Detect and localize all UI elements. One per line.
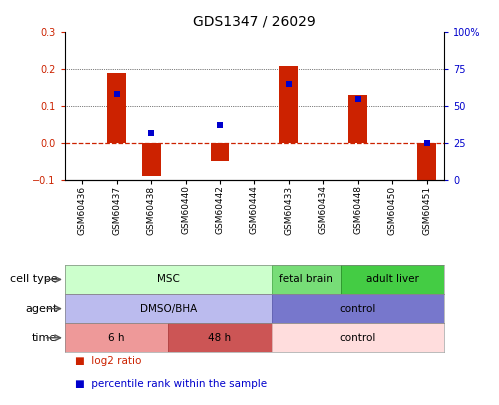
Text: adult liver: adult liver xyxy=(366,275,419,284)
Text: DMSO/BHA: DMSO/BHA xyxy=(140,304,197,313)
Bar xyxy=(348,95,367,143)
Text: ■  log2 ratio: ■ log2 ratio xyxy=(75,356,141,367)
Bar xyxy=(341,265,444,294)
Bar xyxy=(272,294,444,323)
Point xyxy=(354,96,362,102)
Bar xyxy=(65,294,272,323)
Bar xyxy=(107,73,126,143)
Bar xyxy=(272,323,444,352)
Bar xyxy=(272,265,341,294)
Bar xyxy=(142,143,161,176)
Text: MSC: MSC xyxy=(157,275,180,284)
Text: control: control xyxy=(340,304,376,313)
Point xyxy=(423,140,431,146)
Bar xyxy=(417,143,436,180)
Point xyxy=(285,81,293,87)
Bar xyxy=(65,265,272,294)
Text: fetal brain: fetal brain xyxy=(279,275,333,284)
Bar xyxy=(65,323,168,352)
Point xyxy=(216,122,224,128)
Bar xyxy=(279,66,298,143)
Point xyxy=(113,91,121,98)
Title: GDS1347 / 26029: GDS1347 / 26029 xyxy=(193,15,316,28)
Point xyxy=(147,130,155,136)
Text: time: time xyxy=(32,333,57,343)
Text: 6 h: 6 h xyxy=(108,333,125,343)
Bar xyxy=(168,323,272,352)
Text: cell type: cell type xyxy=(9,275,57,284)
Text: control: control xyxy=(340,333,376,343)
Bar xyxy=(211,143,230,161)
Text: agent: agent xyxy=(25,304,57,313)
Text: 48 h: 48 h xyxy=(209,333,232,343)
Text: ■  percentile rank within the sample: ■ percentile rank within the sample xyxy=(75,379,267,389)
